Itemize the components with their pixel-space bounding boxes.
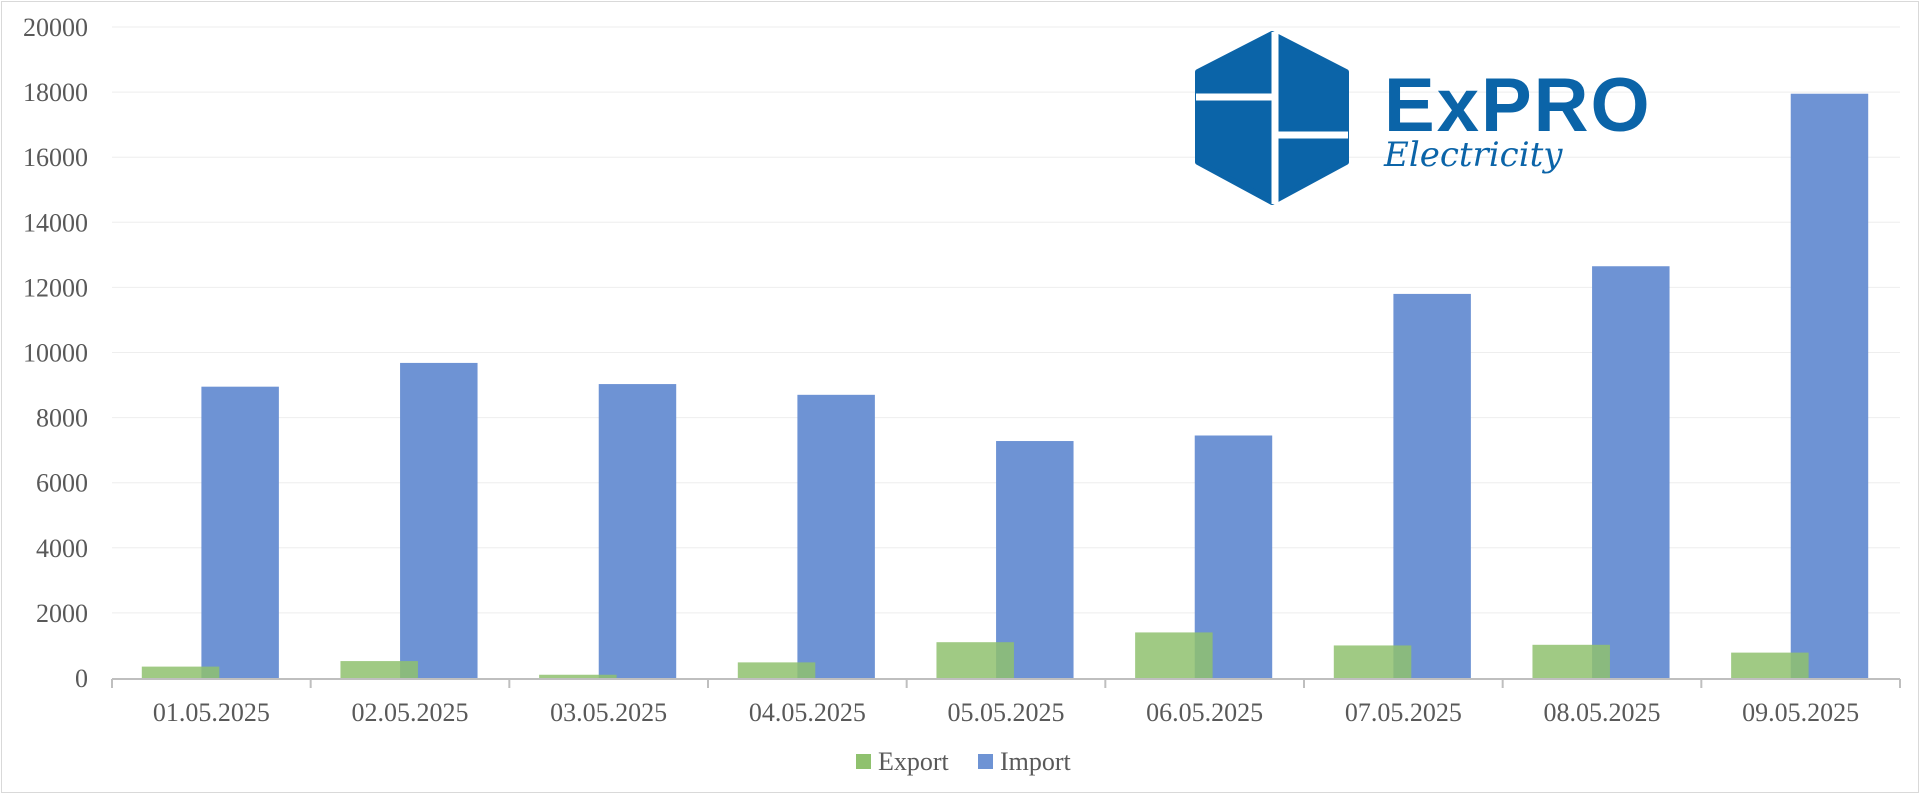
logo-wordmark: ExPRO xyxy=(1384,63,1652,148)
x-axis: 01.05.2025 02.05.2025 03.05.2025 04.05.2025… xyxy=(111,678,1901,727)
y-tick-label: 16000 xyxy=(23,143,88,172)
y-tick-label: 6000 xyxy=(36,469,88,498)
y-axis-ticks: 0 2000 4000 6000 8000 10000 12000 14000 16000 180… xyxy=(23,13,88,693)
x-tick-label: 02.05.2025 xyxy=(352,698,469,727)
y-tick-label: 14000 xyxy=(23,208,88,237)
x-tick-label: 06.05.2025 xyxy=(1146,698,1263,727)
y-tick-label: 0 xyxy=(75,664,88,693)
bar-export xyxy=(1333,645,1412,678)
bar-import xyxy=(996,441,1074,678)
legend-swatch-export xyxy=(856,754,871,769)
x-tick-label: 01.05.2025 xyxy=(153,698,270,727)
bar-import xyxy=(598,384,677,678)
legend-swatch-import xyxy=(978,754,993,769)
bar-export xyxy=(539,674,617,678)
bar-import xyxy=(201,386,279,678)
bar-export xyxy=(936,642,1014,678)
x-tick-label: 05.05.2025 xyxy=(948,698,1065,727)
bar-import xyxy=(400,362,478,678)
bar-import xyxy=(1790,93,1869,679)
bar-export xyxy=(141,666,220,678)
y-tick-label: 8000 xyxy=(36,404,88,433)
y-tick-label: 10000 xyxy=(23,339,88,368)
x-tick-label: 04.05.2025 xyxy=(749,698,866,727)
legend-label-import: Import xyxy=(1000,747,1072,776)
x-tick-label: 08.05.2025 xyxy=(1544,698,1661,727)
bar-import xyxy=(797,394,875,678)
x-tick-label: 09.05.2025 xyxy=(1742,698,1859,727)
bar-export xyxy=(1731,652,1809,678)
y-tick-label: 12000 xyxy=(23,273,88,302)
bar-export xyxy=(340,661,418,678)
bar-import xyxy=(1393,293,1471,678)
logo-tagline: Electricity xyxy=(1383,135,1563,175)
bars xyxy=(141,93,1869,679)
x-tick-label: 07.05.2025 xyxy=(1345,698,1462,727)
bar-import xyxy=(1592,266,1670,678)
y-tick-label: 4000 xyxy=(36,534,88,563)
y-tick-label: 2000 xyxy=(36,599,88,628)
bar-export xyxy=(737,662,816,678)
y-tick-label: 20000 xyxy=(23,13,88,42)
bar-export xyxy=(1532,644,1610,678)
expro-logo: ExPRO Electricity xyxy=(1195,31,1652,205)
legend-label-export: Export xyxy=(878,747,950,776)
y-tick-label: 18000 xyxy=(23,78,88,107)
legend: Export Import xyxy=(856,747,1072,776)
hexagon-logo-icon xyxy=(1195,31,1349,205)
x-tick-label: 03.05.2025 xyxy=(550,698,667,727)
bar-export xyxy=(1135,632,1213,678)
